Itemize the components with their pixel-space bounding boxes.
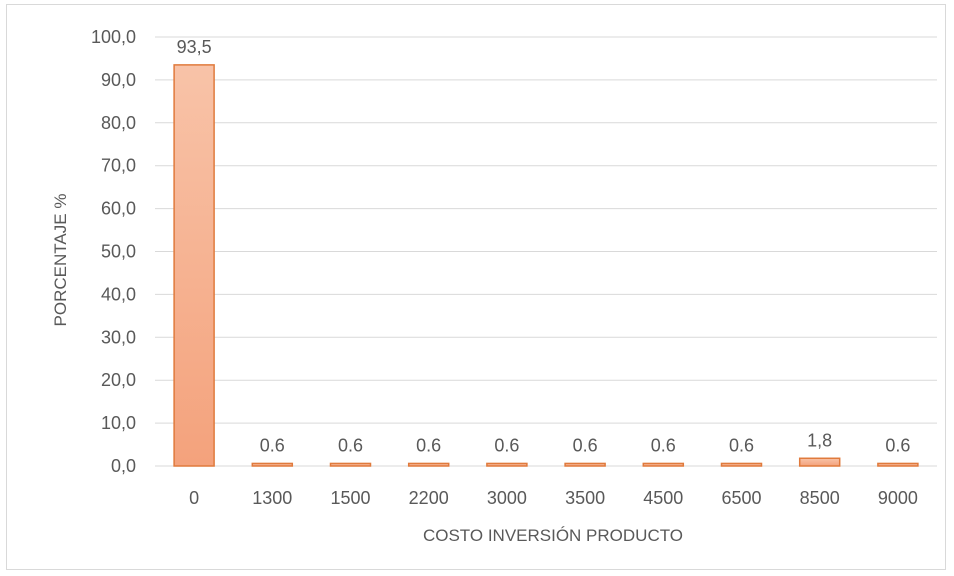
x-tick-label: 1300 bbox=[252, 488, 292, 508]
bar-3500 bbox=[564, 462, 606, 467]
bars bbox=[173, 64, 919, 467]
x-tick-label: 4500 bbox=[643, 488, 683, 508]
chart-frame bbox=[6, 4, 946, 570]
x-tick-label: 3000 bbox=[487, 488, 527, 508]
y-tick-label: 30,0 bbox=[101, 327, 136, 347]
x-tick-label: 0 bbox=[189, 488, 199, 508]
y-axis-ticks: 0,0 10,0 20,0 30,0 40,0 50,0 60,0 70,0 80,0 90,0 1… bbox=[91, 27, 136, 476]
y-tick-label: 60,0 bbox=[101, 199, 136, 219]
bar-9000 bbox=[877, 462, 919, 467]
bar-3000 bbox=[486, 462, 528, 467]
bar-1500 bbox=[329, 462, 372, 467]
data-labels: 93,5 0.6 0.6 0.6 0.6 0.6 0.6 0.6 1,8 0.6 bbox=[177, 37, 911, 456]
y-tick-label: 80,0 bbox=[101, 113, 136, 133]
data-label-8500: 1,8 bbox=[807, 430, 832, 450]
bar-8500 bbox=[798, 457, 841, 467]
data-label-3500: 0.6 bbox=[573, 435, 598, 455]
gridlines bbox=[155, 36, 937, 467]
bar-0 bbox=[173, 64, 215, 467]
x-tick-label: 3500 bbox=[565, 488, 605, 508]
y-tick-label: 40,0 bbox=[101, 284, 136, 304]
bar-1300 bbox=[251, 462, 294, 467]
x-tick-label: 9000 bbox=[878, 488, 918, 508]
y-axis-title: PORCENTAJE % bbox=[51, 194, 70, 327]
y-tick-label: 90,0 bbox=[101, 70, 136, 90]
data-label-2200: 0.6 bbox=[416, 435, 441, 455]
data-label-0: 93,5 bbox=[177, 37, 212, 57]
data-label-1500: 0.6 bbox=[338, 435, 363, 455]
y-tick-label: 100,0 bbox=[91, 27, 136, 47]
data-label-4500: 0.6 bbox=[651, 435, 676, 455]
bar-2200 bbox=[407, 462, 450, 467]
y-tick-label: 0,0 bbox=[111, 456, 136, 476]
bar-4500 bbox=[642, 462, 685, 467]
data-label-1300: 0.6 bbox=[260, 435, 285, 455]
data-label-9000: 0.6 bbox=[885, 435, 910, 455]
bar-6500 bbox=[720, 462, 763, 467]
x-tick-label: 8500 bbox=[800, 488, 840, 508]
data-label-6500: 0.6 bbox=[729, 435, 754, 455]
y-tick-label: 70,0 bbox=[101, 156, 136, 176]
x-tick-label: 6500 bbox=[721, 488, 761, 508]
y-tick-label: 20,0 bbox=[101, 370, 136, 390]
x-axis-title: COSTO INVERSIÓN PRODUCTO bbox=[423, 526, 683, 545]
y-tick-label: 10,0 bbox=[101, 413, 136, 433]
y-tick-label: 50,0 bbox=[101, 242, 136, 262]
data-label-3000: 0.6 bbox=[494, 435, 519, 455]
x-tick-label: 1500 bbox=[330, 488, 370, 508]
x-tick-label: 2200 bbox=[409, 488, 449, 508]
x-axis-ticks: 0 1300 1500 2200 3000 3500 4500 6500 8500 9000 bbox=[189, 488, 918, 508]
